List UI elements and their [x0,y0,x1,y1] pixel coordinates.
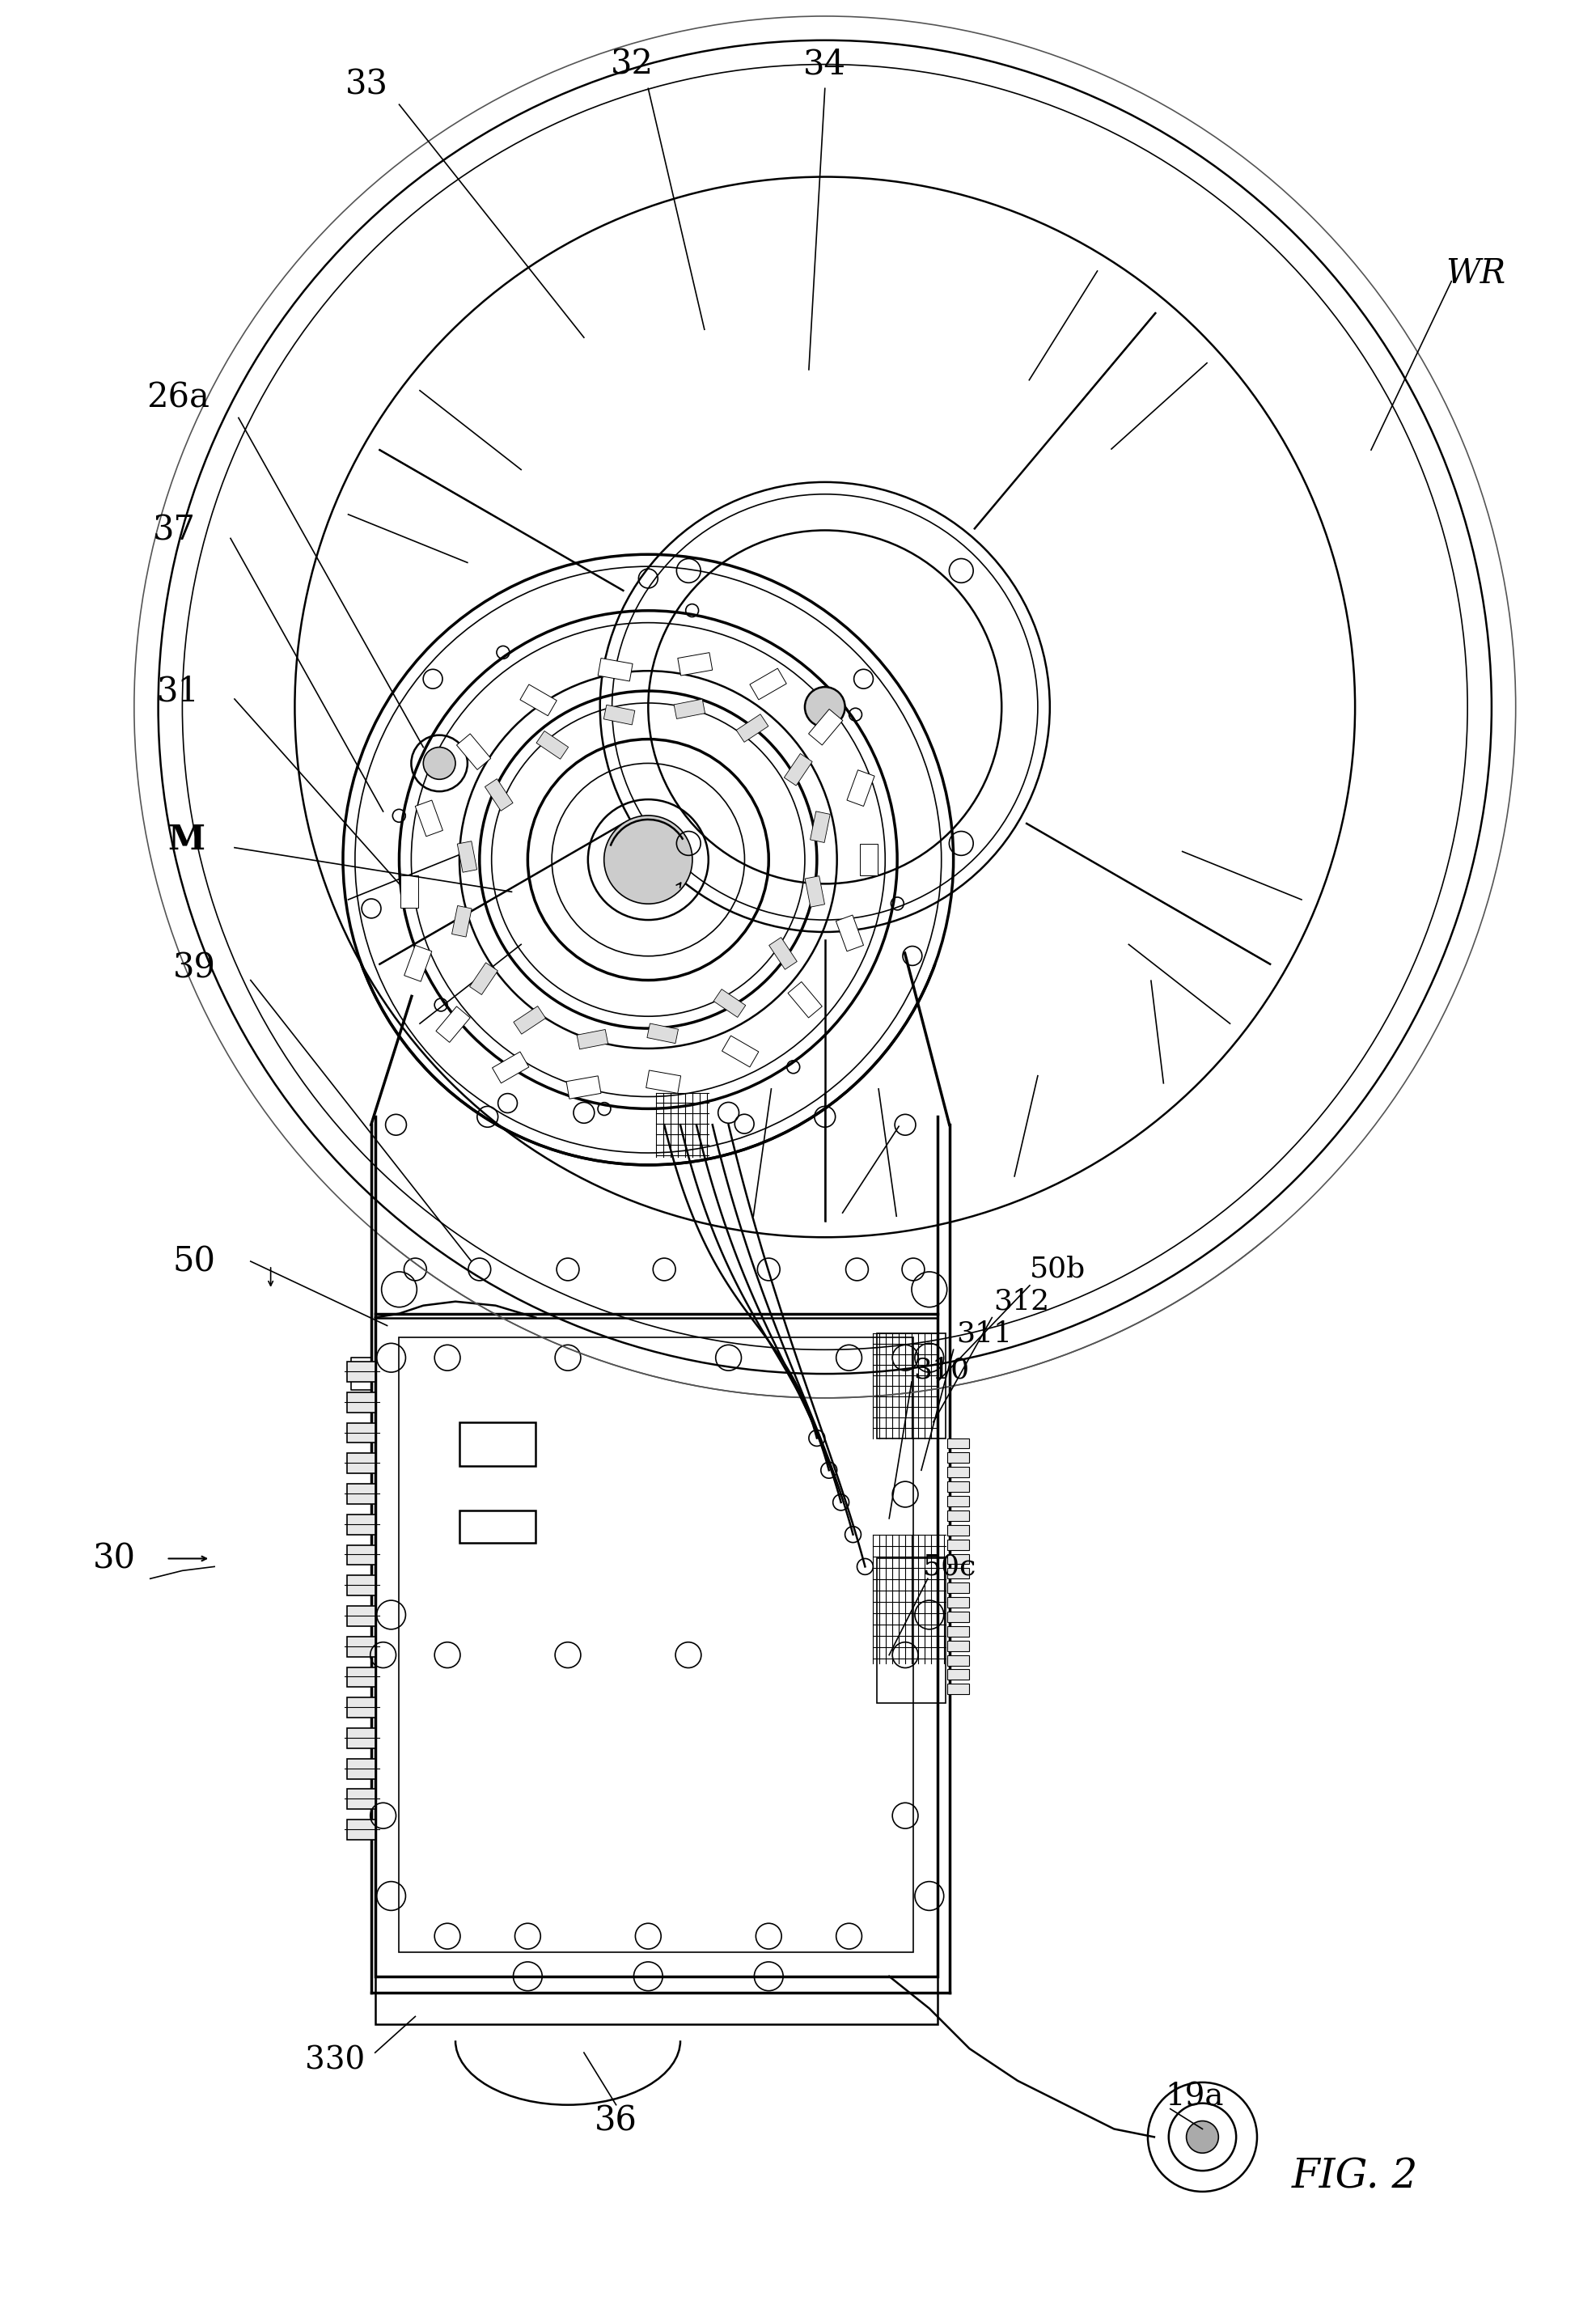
Bar [946,1482,969,1492]
Bar [576,1030,608,1048]
Circle shape [1186,2122,1218,2152]
Bar [946,1496,969,1505]
Circle shape [423,748,455,780]
Bar [784,753,812,785]
Bar [346,1362,375,1381]
Bar [346,1607,375,1626]
Bar [404,944,433,981]
Bar [346,1637,375,1656]
Bar [946,1656,969,1665]
Bar [401,875,418,907]
Text: 19a: 19a [1165,2083,1224,2113]
Bar [736,713,768,741]
Bar [946,1669,969,1681]
Bar [598,658,632,681]
Text: 311: 311 [956,1321,1012,1348]
Bar [346,1819,375,1840]
Bar [878,1335,945,1439]
Text: 312: 312 [994,1288,1050,1316]
Text: 33: 33 [346,67,388,102]
Bar [847,769,875,806]
Bar [436,1007,471,1041]
Bar [769,937,796,970]
Bar [346,1789,375,1810]
Bar [878,1559,945,1704]
Bar [946,1540,969,1549]
Bar [346,1727,375,1748]
Bar [452,905,472,937]
Bar [946,1626,969,1637]
Bar [788,981,822,1018]
Text: 39: 39 [172,951,215,986]
Bar [346,1392,375,1413]
Bar [492,1053,528,1083]
Circle shape [603,815,693,903]
Bar [809,709,843,746]
Text: 310: 310 [913,1355,969,1383]
Bar [946,1598,969,1607]
Bar [946,1683,969,1695]
Bar [836,914,863,951]
Text: FIG. 2: FIG. 2 [1291,2157,1419,2198]
Bar [750,667,787,700]
Text: 26a: 26a [147,381,209,416]
Bar [460,1422,536,1466]
Bar [514,1007,546,1034]
Bar [946,1612,969,1621]
Bar [346,1452,375,1473]
Bar [415,801,442,836]
Bar [375,1314,937,1977]
Bar [946,1510,969,1522]
Bar [346,1545,375,1566]
Bar [860,843,878,875]
Bar [721,1037,758,1067]
Bar [346,1759,375,1778]
Text: 50c: 50c [922,1554,977,1579]
Bar [456,734,492,769]
Bar [346,1575,375,1596]
Bar [946,1582,969,1593]
Bar [946,1439,969,1448]
Bar [346,1515,375,1535]
Bar [603,704,635,725]
Bar [946,1568,969,1579]
Circle shape [804,688,844,727]
Text: 36: 36 [595,2103,637,2138]
Bar [646,1071,681,1092]
Text: 50: 50 [172,1245,215,1279]
Bar [804,875,825,907]
Text: 37: 37 [153,513,196,547]
Text: 32: 32 [611,48,654,81]
Bar [946,1639,969,1651]
Bar [946,1466,969,1478]
Text: 330: 330 [305,2046,365,2076]
Bar [469,963,498,995]
Bar [458,840,477,873]
Bar [346,1485,375,1503]
Bar [460,1510,536,1542]
Bar [536,732,568,760]
Bar [678,653,712,677]
Bar [674,700,705,718]
Bar [520,683,557,716]
Text: M: M [168,822,204,857]
Bar [399,1337,913,1951]
Bar [713,988,745,1018]
Text: 30: 30 [93,1542,136,1575]
Bar [346,1667,375,1688]
Bar [646,1023,678,1044]
Bar [946,1554,969,1563]
Text: 34: 34 [803,48,846,81]
Bar [375,1977,937,2025]
Bar [946,1524,969,1535]
Bar [346,1422,375,1443]
Bar [946,1452,969,1464]
Bar [346,1697,375,1718]
Bar [811,810,830,843]
Text: 50b: 50b [1029,1256,1085,1284]
Text: WR: WR [1446,256,1505,291]
Bar [567,1076,602,1099]
Bar [485,778,512,810]
Text: 31: 31 [156,674,200,709]
